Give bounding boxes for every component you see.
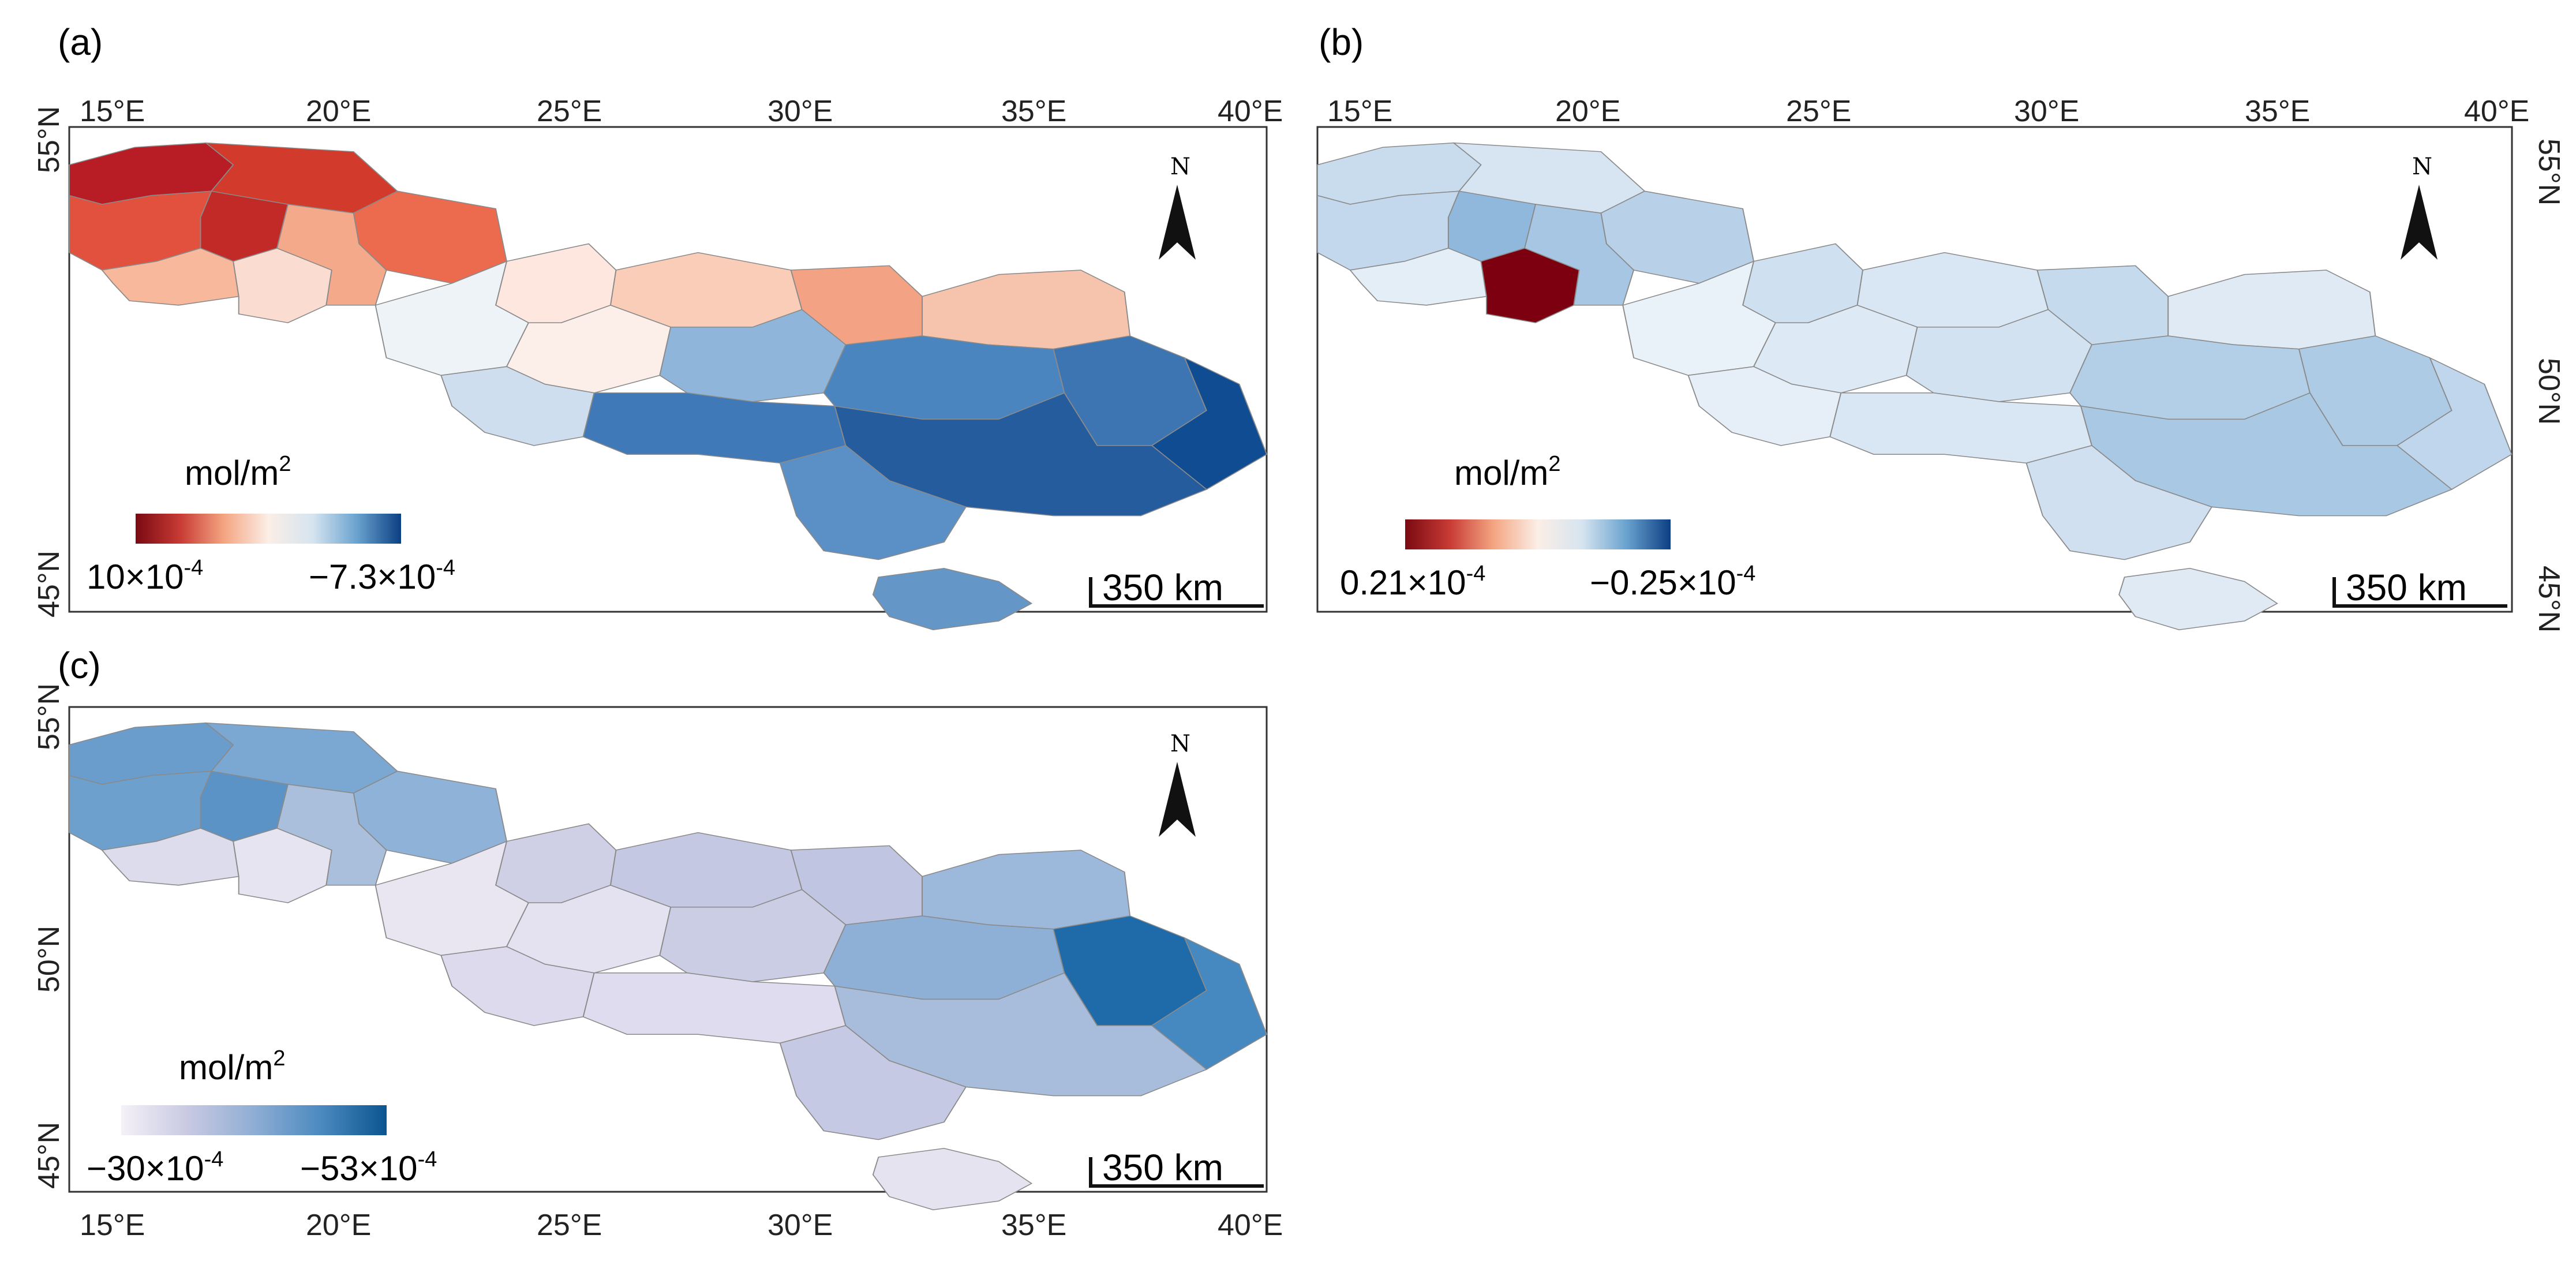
panel-c-lon-30: 30°E <box>767 1209 833 1242</box>
region-ua-s <box>2025 445 2213 560</box>
region-ua-s <box>779 445 967 560</box>
panel-c-frame <box>68 706 1268 1193</box>
panel-c-map <box>69 722 1268 1210</box>
colorbar-max-label: −7.3×10-4 <box>309 556 455 596</box>
panel-a: (a) 15°E 20°E 25°E 30°E 35°E 40°E 55°N 4… <box>32 21 1283 630</box>
panel-c-lon-15: 15°E <box>80 1209 145 1242</box>
panel-c-north-arrow: N <box>1159 731 1196 837</box>
panel-b-lat-45: 45°N <box>2532 566 2566 633</box>
panel-b-lon-35: 35°E <box>2245 95 2310 128</box>
colorbar-gradient <box>136 514 401 544</box>
panel-b: (b) 15°E 20°E 25°E 30°E 35°E 40°E 55°N 5… <box>1316 21 2566 633</box>
panel-c-colorbar: mol/m2 −30×10-4 −53×10-4 <box>87 1046 437 1188</box>
panel-a-lat-45: 45°N <box>32 551 66 618</box>
panel-b-lon-25: 25°E <box>1786 95 1851 128</box>
colorbar-min-label: 0.21×10-4 <box>1340 562 1485 602</box>
colorbar-unit: mol/m2 <box>185 452 291 492</box>
panel-c-lon-ticks: 15°E 20°E 25°E 30°E 35°E 40°E <box>80 1209 1283 1242</box>
panel-b-lat-ticks: 55°N 50°N 45°N <box>2532 139 2566 633</box>
region-pl-se <box>276 204 387 306</box>
panel-c-scale-bar: 350 km <box>1089 1147 1264 1188</box>
panel-c: (c) 55°N 50°N 45°N 15°E 20°E 25°E 30°E 3… <box>32 645 1283 1242</box>
panel-b-lon-15: 15°E <box>1327 95 1392 128</box>
panel-a-lat-55: 55°N <box>32 106 66 173</box>
panel-b-lon-30: 30°E <box>2014 95 2079 128</box>
panel-c-lat-55: 55°N <box>32 683 66 750</box>
panel-a-frame <box>68 126 1268 613</box>
colorbar-max-label: −53×10-4 <box>300 1147 437 1188</box>
colorbar-unit: mol/m2 <box>179 1046 285 1087</box>
panel-b-lon-20: 20°E <box>1555 95 1620 128</box>
panel-a-label: (a) <box>58 21 103 63</box>
panel-a-north-arrow: N <box>1159 154 1196 260</box>
scale-bar-label: 350 km <box>2346 567 2467 608</box>
panel-b-lon-40: 40°E <box>2464 95 2529 128</box>
panel-b-lat-55: 55°N <box>2532 139 2566 205</box>
panel-a-lon-15: 15°E <box>80 95 145 128</box>
panel-c-lon-35: 35°E <box>1001 1209 1066 1242</box>
panel-b-frame <box>1316 126 2513 613</box>
panel-b-lon-ticks: 15°E 20°E 25°E 30°E 35°E 40°E <box>1327 95 2529 128</box>
north-arrow-icon <box>2401 185 2438 260</box>
region-ua-crimea <box>2118 568 2278 630</box>
north-arrow-icon <box>1159 762 1196 837</box>
scale-bar-label: 350 km <box>1102 567 1223 608</box>
panel-c-lon-25: 25°E <box>537 1209 602 1242</box>
colorbar-max-label: −0.25×10-4 <box>1590 562 1755 602</box>
panel-a-lat-ticks: 55°N 45°N <box>32 106 66 618</box>
region-pl-se <box>276 784 387 886</box>
region-ua-cs <box>582 392 847 464</box>
panel-c-lon-20: 20°E <box>306 1209 371 1242</box>
region-ua-ne <box>922 270 1131 350</box>
panel-b-colorbar: mol/m2 0.21×10-4 −0.25×10-4 <box>1340 452 1755 602</box>
region-ua-crimea <box>872 1148 1033 1210</box>
region-pl-se <box>1524 204 1635 306</box>
scale-bar-label: 350 km <box>1102 1147 1223 1188</box>
panel-b-map <box>1317 142 2513 630</box>
region-ua-s <box>779 1025 967 1140</box>
panel-a-lon-35: 35°E <box>1001 95 1066 128</box>
colorbar-gradient <box>1405 519 1671 549</box>
panel-c-lat-ticks: 55°N 50°N 45°N <box>32 683 66 1189</box>
region-pl-w <box>1317 190 1461 271</box>
north-letter: N <box>1170 154 1190 180</box>
region-pl-w <box>69 190 212 271</box>
panel-a-colorbar: mol/m2 10×10-4 −7.3×10-4 <box>87 452 455 596</box>
panel-c-lon-40: 40°E <box>1218 1209 1283 1242</box>
panel-a-scale-bar: 350 km <box>1089 567 1264 608</box>
colorbar-min-label: −30×10-4 <box>87 1147 223 1188</box>
panel-a-map <box>69 142 1268 630</box>
panel-a-lon-25: 25°E <box>537 95 602 128</box>
region-ua-e <box>823 335 1065 420</box>
panel-a-lon-30: 30°E <box>767 95 833 128</box>
region-ua-cs <box>582 972 847 1044</box>
panel-b-lat-50: 50°N <box>2532 358 2566 425</box>
region-pl-w <box>69 770 212 851</box>
panel-c-lat-45: 45°N <box>32 1122 66 1189</box>
colorbar-min-label: 10×10-4 <box>87 556 203 596</box>
region-ua-ne <box>2167 270 2376 350</box>
north-letter: N <box>2412 154 2432 180</box>
region-ua-cs <box>1829 392 2093 464</box>
panel-a-lon-20: 20°E <box>306 95 371 128</box>
panel-a-lon-ticks: 15°E 20°E 25°E 30°E 35°E 40°E <box>80 95 1283 128</box>
region-ua-ne <box>922 850 1131 930</box>
panel-c-label: (c) <box>58 645 101 686</box>
panel-b-north-arrow: N <box>2401 154 2438 260</box>
panel-c-lat-50: 50°N <box>32 926 66 993</box>
panel-a-lon-40: 40°E <box>1218 95 1283 128</box>
colorbar-gradient <box>121 1105 387 1135</box>
colorbar-unit: mol/m2 <box>1454 452 1560 492</box>
north-letter: N <box>1170 731 1190 757</box>
panel-b-label: (b) <box>1319 21 1364 63</box>
region-ua-e <box>2069 335 2311 420</box>
region-ua-crimea <box>872 568 1033 630</box>
panel-b-scale-bar: 350 km <box>2332 567 2507 608</box>
region-ua-e <box>823 915 1065 1000</box>
north-arrow-icon <box>1159 185 1196 260</box>
